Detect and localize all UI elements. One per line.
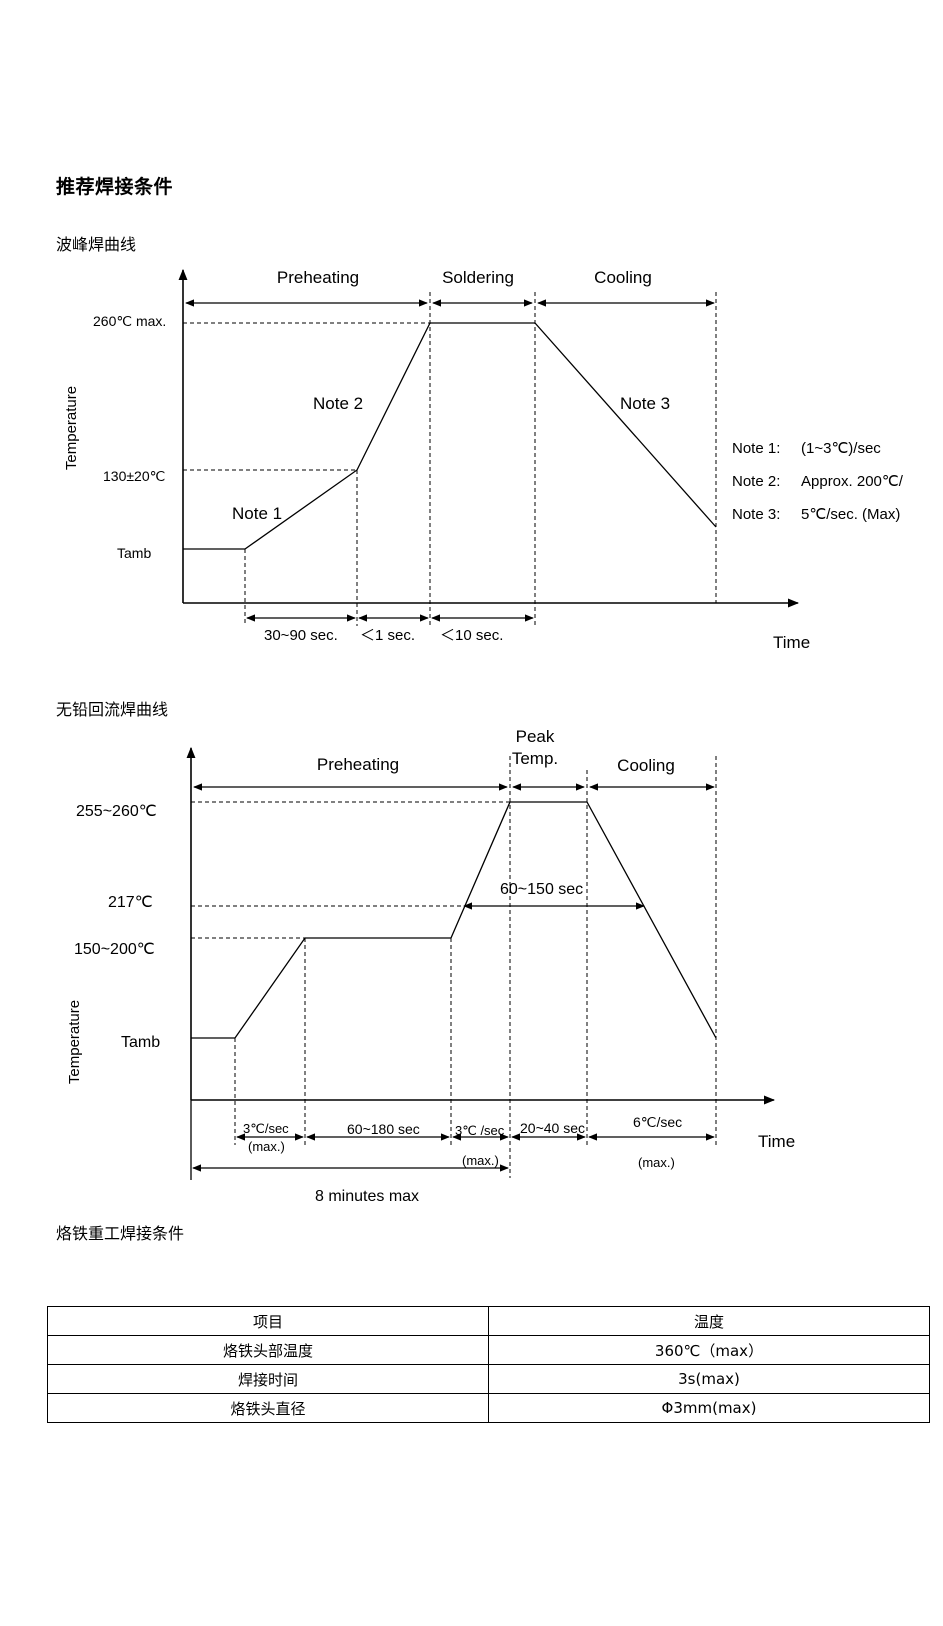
table-header-row: 项目 温度: [47, 1306, 930, 1336]
wave-note2: Note 2: [313, 394, 363, 413]
reflow-x-axis-label: Time: [758, 1132, 795, 1151]
table-cell: Φ3mm(max): [488, 1393, 930, 1423]
table-cell: 烙铁头直径: [47, 1393, 489, 1423]
reflow-phase-peak-1: Peak: [516, 727, 555, 746]
wave-phase-cooling: Cooling: [594, 268, 652, 287]
table-cell: 烙铁头部温度: [47, 1335, 489, 1365]
rework-table: 项目 温度 烙铁头部温度 360℃（max） 焊接时间 3s(max) 烙铁头直…: [47, 1306, 930, 1423]
reflow-total: 8 minutes max: [315, 1188, 419, 1205]
wave-legend-2-key: Note 2:: [732, 473, 780, 490]
wave-legend-3-key: Note 3:: [732, 506, 780, 523]
wave-y-axis-label: Temperature: [63, 386, 80, 470]
wave-phase-preheating: Preheating: [277, 268, 359, 287]
rework-section-title: 烙铁重工焊接条件: [56, 1224, 185, 1243]
wave-note1: Note 1: [232, 504, 282, 523]
table-cell: 360℃（max）: [488, 1335, 930, 1365]
wave-section-title: 波峰焊曲线: [56, 235, 137, 254]
table-header-cell: 温度: [488, 1306, 930, 1336]
reflow-phase-preheating: Preheating: [317, 755, 399, 774]
wave-profile-curve: [183, 322, 717, 550]
reflow-y-peak: 255~260℃: [76, 803, 157, 820]
reflow-peak-time: 20~40 sec: [520, 1120, 585, 1136]
wave-profile-chart: Preheating Soldering Cooling 260℃ max. 1…: [63, 268, 904, 652]
reflow-y-150: 150~200℃: [74, 941, 155, 958]
reflow-y-axis-label: Temperature: [66, 1000, 83, 1084]
reflow-phase-peak-2: Temp.: [512, 749, 558, 768]
table-row: 焊接时间 3s(max): [47, 1364, 930, 1394]
wave-dur2: ＜1 sec.: [360, 627, 415, 644]
wave-note3: Note 3: [620, 394, 670, 413]
wave-x-axis-label: Time: [773, 633, 810, 652]
wave-dur1: 30~90 sec.: [264, 627, 338, 644]
table-cell: 焊接时间: [47, 1364, 489, 1394]
reflow-rate2-b: (max.): [462, 1153, 499, 1168]
wave-phase-soldering: Soldering: [442, 268, 514, 287]
wave-y-tamb: Tamb: [117, 545, 151, 561]
reflow-cool-a: 6℃/sec: [633, 1114, 682, 1130]
reflow-cool-b: (max.): [638, 1155, 675, 1170]
table-header-cell: 项目: [47, 1306, 489, 1336]
reflow-phase-cooling: Cooling: [617, 756, 675, 775]
reflow-y-217: 217℃: [108, 894, 153, 911]
table-row: 烙铁头直径 Φ3mm(max): [47, 1393, 930, 1423]
reflow-section-title: 无铅回流焊曲线: [56, 700, 169, 719]
table-cell: 3s(max): [488, 1364, 930, 1394]
wave-dur3: ＜10 sec.: [440, 627, 503, 644]
wave-y-260: 260℃ max.: [93, 313, 166, 329]
reflow-profile-chart: Preheating Peak Temp. Cooling 255~260℃ 2…: [66, 727, 795, 1205]
wave-legend-3-val: 5℃/sec. (Max): [801, 506, 900, 523]
reflow-rate2-a: 3℃ /sec: [455, 1123, 505, 1138]
reflow-rate1-b: (max.): [248, 1139, 285, 1154]
wave-legend-2-val: Approx. 200℃/: [801, 473, 904, 490]
table-row: 烙铁头部温度 360℃（max）: [47, 1335, 930, 1365]
reflow-window: 60~150 sec: [500, 881, 583, 898]
reflow-profile-curve: [191, 801, 717, 1039]
wave-legend-1-val: (1~3℃)/sec: [801, 440, 881, 457]
reflow-soak: 60~180 sec: [347, 1121, 420, 1137]
reflow-y-tamb: Tamb: [121, 1034, 160, 1051]
page-title: 推荐焊接条件: [56, 176, 174, 198]
wave-y-130: 130±20℃: [103, 468, 165, 484]
reflow-rate1-a: 3℃/sec: [243, 1121, 289, 1136]
wave-legend-1-key: Note 1:: [732, 440, 780, 457]
